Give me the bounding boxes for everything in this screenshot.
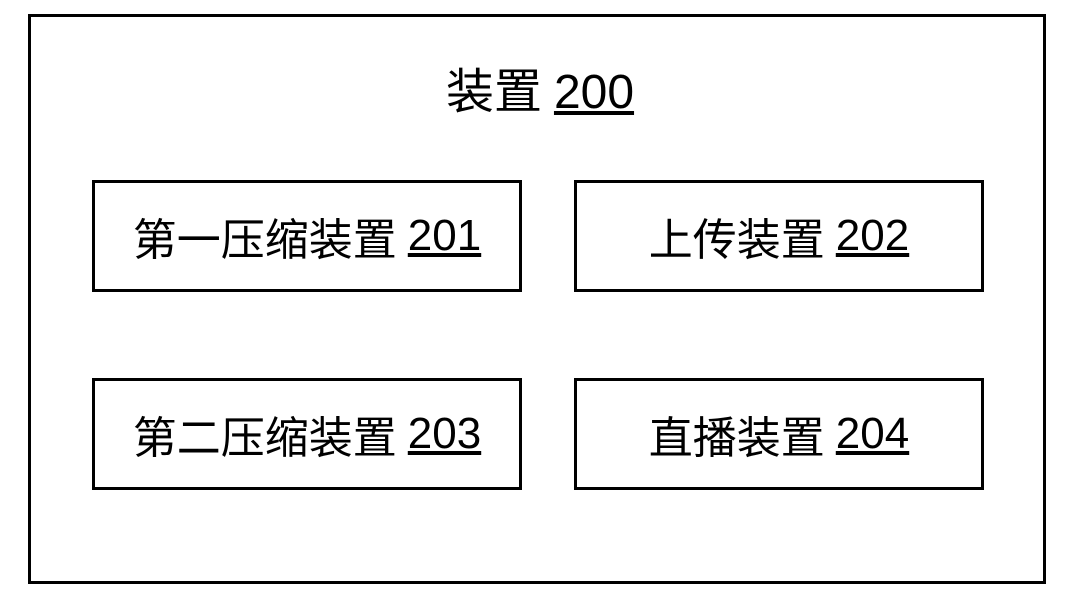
module-label: 直播装置 bbox=[649, 402, 825, 466]
module-box-203: 第二压缩装置 203 bbox=[92, 378, 522, 490]
diagram-title-number: 200 bbox=[554, 65, 634, 120]
module-box-201: 第一压缩装置 201 bbox=[92, 180, 522, 292]
diagram-title: 装置 200 bbox=[400, 52, 680, 112]
module-box-202: 上传装置 202 bbox=[574, 180, 984, 292]
module-label: 上传装置 bbox=[649, 204, 825, 268]
diagram-title-text: 装置 bbox=[446, 52, 542, 122]
diagram-canvas: 装置 200 第一压缩装置 201 上传装置 202 第二压缩装置 203 直播… bbox=[0, 0, 1078, 603]
module-number: 202 bbox=[836, 211, 909, 261]
module-number: 201 bbox=[408, 211, 481, 261]
module-label: 第二压缩装置 bbox=[133, 402, 397, 466]
module-label: 第一压缩装置 bbox=[133, 204, 397, 268]
module-number: 204 bbox=[836, 409, 909, 459]
module-box-204: 直播装置 204 bbox=[574, 378, 984, 490]
module-number: 203 bbox=[408, 409, 481, 459]
